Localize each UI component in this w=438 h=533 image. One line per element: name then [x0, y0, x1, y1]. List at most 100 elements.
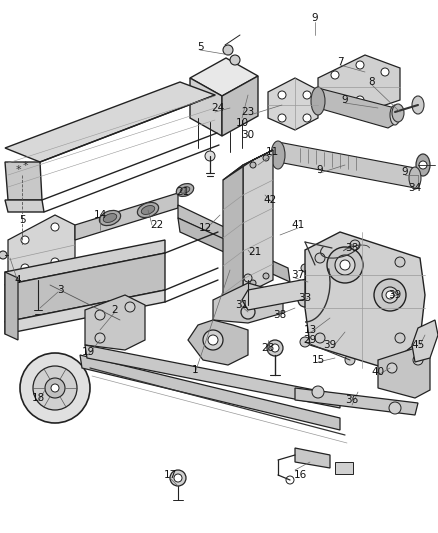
- Polygon shape: [222, 76, 258, 136]
- Circle shape: [315, 333, 325, 343]
- Text: 45: 45: [411, 340, 424, 350]
- Circle shape: [298, 293, 312, 307]
- Circle shape: [51, 223, 59, 231]
- Text: 11: 11: [265, 147, 279, 157]
- Circle shape: [356, 61, 364, 69]
- Ellipse shape: [138, 203, 159, 217]
- Polygon shape: [85, 295, 145, 350]
- Polygon shape: [5, 240, 165, 285]
- Text: 9: 9: [402, 167, 408, 177]
- Ellipse shape: [103, 214, 117, 222]
- Circle shape: [205, 151, 215, 161]
- Ellipse shape: [390, 105, 400, 125]
- Polygon shape: [5, 253, 165, 322]
- Circle shape: [244, 274, 252, 282]
- Circle shape: [419, 161, 427, 169]
- Text: 39: 39: [389, 290, 402, 300]
- Text: 12: 12: [198, 223, 212, 233]
- Text: 9: 9: [312, 13, 318, 23]
- Polygon shape: [190, 58, 258, 96]
- Polygon shape: [5, 200, 44, 212]
- Circle shape: [303, 114, 311, 122]
- Polygon shape: [305, 232, 425, 368]
- Circle shape: [345, 355, 355, 365]
- Ellipse shape: [416, 154, 430, 176]
- Circle shape: [263, 155, 269, 161]
- Text: 29: 29: [304, 335, 317, 345]
- Polygon shape: [412, 320, 438, 362]
- Circle shape: [303, 91, 311, 99]
- Polygon shape: [178, 218, 290, 282]
- Text: 34: 34: [408, 183, 422, 193]
- Circle shape: [413, 355, 423, 365]
- Bar: [335, 462, 353, 474]
- Circle shape: [286, 476, 294, 484]
- Circle shape: [263, 273, 269, 279]
- Circle shape: [271, 344, 279, 352]
- Circle shape: [45, 378, 65, 398]
- Polygon shape: [188, 320, 248, 365]
- Ellipse shape: [271, 141, 285, 169]
- Ellipse shape: [392, 104, 404, 122]
- Polygon shape: [5, 272, 18, 340]
- Circle shape: [20, 353, 90, 423]
- Circle shape: [312, 386, 324, 398]
- Circle shape: [356, 96, 364, 104]
- Circle shape: [278, 114, 286, 122]
- Text: 28: 28: [261, 343, 275, 353]
- Polygon shape: [378, 348, 430, 398]
- Text: 3: 3: [57, 285, 64, 295]
- Circle shape: [223, 45, 233, 55]
- Polygon shape: [5, 290, 165, 334]
- Polygon shape: [80, 355, 340, 430]
- Text: 22: 22: [150, 220, 164, 230]
- Polygon shape: [318, 88, 398, 128]
- Text: 19: 19: [81, 347, 95, 357]
- Polygon shape: [278, 142, 420, 188]
- Circle shape: [315, 253, 325, 263]
- Circle shape: [21, 264, 29, 272]
- Circle shape: [95, 333, 105, 343]
- Circle shape: [21, 236, 29, 244]
- Polygon shape: [190, 78, 222, 136]
- Circle shape: [350, 240, 360, 250]
- Text: 21: 21: [248, 247, 261, 257]
- Text: 33: 33: [298, 293, 311, 303]
- Circle shape: [125, 302, 135, 312]
- Text: 10: 10: [236, 118, 248, 128]
- Circle shape: [387, 363, 397, 373]
- Circle shape: [327, 247, 363, 283]
- Ellipse shape: [243, 247, 253, 253]
- Polygon shape: [5, 162, 42, 200]
- Text: 39: 39: [323, 340, 337, 350]
- Polygon shape: [213, 283, 283, 323]
- Circle shape: [267, 340, 283, 356]
- Text: *: *: [22, 161, 28, 171]
- Text: 7: 7: [337, 57, 343, 67]
- Text: 38: 38: [346, 243, 359, 253]
- Text: 38: 38: [273, 310, 286, 320]
- Circle shape: [386, 291, 394, 299]
- Circle shape: [241, 305, 255, 319]
- Circle shape: [331, 71, 339, 79]
- Circle shape: [51, 384, 59, 392]
- Circle shape: [170, 470, 186, 486]
- Text: 23: 23: [241, 107, 254, 117]
- Circle shape: [382, 287, 398, 303]
- Text: 13: 13: [304, 325, 317, 335]
- Polygon shape: [223, 150, 273, 180]
- Circle shape: [208, 335, 218, 345]
- Circle shape: [381, 68, 389, 76]
- Text: 36: 36: [346, 395, 359, 405]
- Text: 2: 2: [112, 305, 118, 315]
- Polygon shape: [8, 215, 75, 280]
- Circle shape: [95, 310, 105, 320]
- Polygon shape: [268, 78, 318, 130]
- Circle shape: [250, 280, 256, 286]
- Ellipse shape: [409, 167, 421, 189]
- Circle shape: [203, 330, 223, 350]
- Circle shape: [335, 255, 355, 275]
- Circle shape: [230, 55, 240, 65]
- Circle shape: [51, 258, 59, 266]
- Polygon shape: [295, 448, 330, 468]
